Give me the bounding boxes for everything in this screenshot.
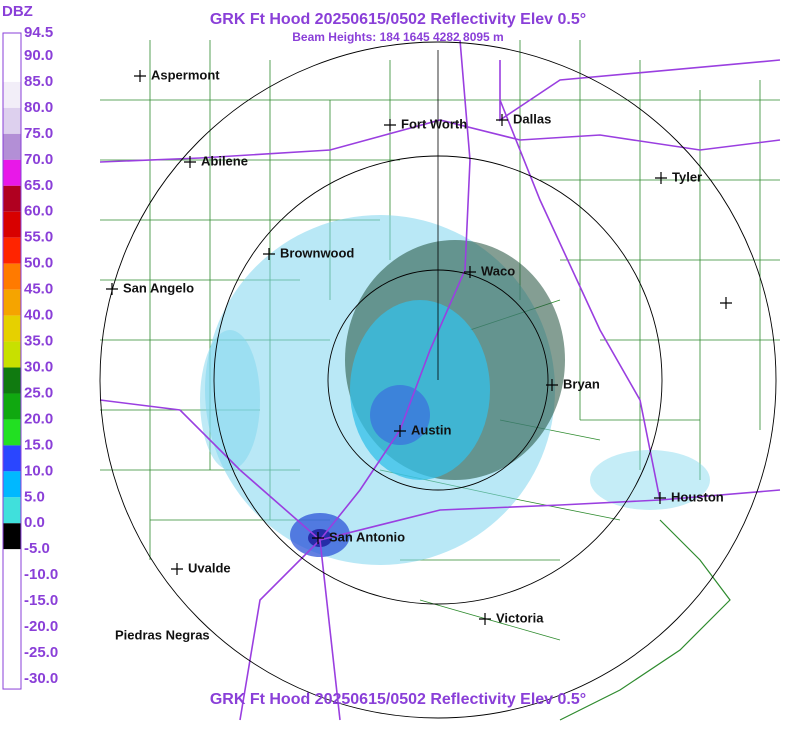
title: GRK Ft Hood 20250615/0502 Reflectivity E… (210, 11, 586, 28)
city-label: San Angelo (123, 280, 194, 295)
legend-label: -25.0 (24, 644, 58, 661)
legend-swatch (3, 133, 21, 160)
legend-label: -20.0 (24, 618, 58, 635)
legend-swatch (3, 185, 21, 212)
city-label: Piedras Negras (115, 627, 210, 642)
city-label: Waco (481, 263, 515, 278)
city-label: Abilene (201, 153, 248, 168)
legend-swatch (3, 56, 21, 82)
legend-swatch (3, 341, 21, 368)
city-label: Tyler (672, 169, 702, 184)
legend-swatch (3, 653, 21, 680)
range-rings (99, 41, 777, 719)
legend-label: 25.0 (24, 384, 53, 401)
legend-label: 15.0 (24, 436, 53, 453)
legend-label: 80.0 (24, 99, 53, 116)
legend-swatch (3, 289, 21, 316)
legend-swatch (3, 445, 21, 472)
city-marker (394, 425, 406, 437)
legend-label: 70.0 (24, 151, 53, 168)
city-marker (134, 70, 146, 82)
city-layer: Aspermont Fort Worth Dallas Abilene Tyler Bro… (106, 67, 732, 642)
footer-title: GRK Ft Hood 20250615/0502 Reflectivity E… (210, 691, 586, 708)
legend-frame (2, 32, 22, 690)
city-marker (720, 297, 732, 309)
city-label: Austin (411, 422, 452, 437)
legend-label: 85.0 (24, 73, 53, 90)
subtitle: Beam Heights: 184 1645 4282 8095 m (292, 30, 503, 44)
legend-label: 60.0 (24, 203, 53, 220)
legend-label: 65.0 (24, 177, 53, 194)
legend-label: 5.0 (24, 488, 45, 505)
city-marker (546, 379, 558, 391)
legend-swatch (3, 393, 21, 420)
city-marker (496, 114, 508, 126)
legend-label: 20.0 (24, 410, 53, 427)
legend-label: -30.0 (24, 670, 58, 687)
city-label: Aspermont (151, 67, 220, 82)
legend-swatch (3, 159, 21, 186)
legend-label: 94.5 (24, 24, 53, 41)
city-marker (184, 156, 196, 168)
legend-label: 45.0 (24, 281, 53, 298)
legend-label: 50.0 (24, 255, 53, 272)
legend-swatch (3, 237, 21, 264)
radar-echo (200, 215, 710, 565)
legend-label: 10.0 (24, 462, 53, 479)
legend-label: -15.0 (24, 592, 58, 609)
city-label: Victoria (496, 610, 544, 625)
legend-label: 35.0 (24, 333, 53, 350)
city-label: Houston (671, 489, 724, 504)
legend-swatch (3, 549, 21, 576)
legend-swatch (3, 81, 21, 108)
city-marker (655, 172, 667, 184)
legend-swatch (3, 107, 21, 134)
legend-label: -10.0 (24, 566, 58, 583)
city-marker (464, 266, 476, 278)
legend-label: 55.0 (24, 229, 53, 246)
city-label: Dallas (513, 111, 551, 126)
color-legend: DBZ 94.5 90.0 85.0 80.0 75.0 70.0 65.0 60.0 55.0… (2, 3, 58, 690)
city-marker (384, 119, 396, 131)
legend-swatch (3, 471, 21, 498)
legend-swatch (3, 315, 21, 342)
city-marker (171, 563, 183, 575)
city-marker (106, 283, 118, 295)
legend-swatch (3, 601, 21, 628)
city-label: San Antonio (329, 529, 405, 544)
legend-label: 40.0 (24, 307, 53, 324)
legend-swatch (3, 367, 21, 394)
city-label: Bryan (563, 376, 600, 391)
city-marker (312, 532, 324, 544)
legend-label: 30.0 (24, 358, 53, 375)
legend-swatch (3, 627, 21, 654)
legend-swatch (3, 419, 21, 446)
legend-swatch (3, 263, 21, 290)
legend-swatch (3, 211, 21, 238)
legend-label: 75.0 (24, 125, 53, 142)
legend-label: 0.0 (24, 514, 45, 531)
highways (99, 39, 781, 721)
coastline (559, 519, 731, 721)
legend-label: -5.0 (24, 540, 50, 557)
legend-swatch (3, 575, 21, 602)
city-marker (654, 492, 666, 504)
city-label: Fort Worth (401, 116, 467, 131)
legend-unit: DBZ (2, 3, 33, 20)
city-marker (479, 613, 491, 625)
legend-swatch (3, 33, 21, 56)
legend-label: 90.0 (24, 47, 53, 64)
legend-swatch (3, 523, 21, 550)
city-label: Brownwood (280, 245, 354, 260)
city-marker (263, 248, 275, 260)
city-label: Uvalde (188, 560, 231, 575)
legend-swatch (3, 497, 21, 524)
